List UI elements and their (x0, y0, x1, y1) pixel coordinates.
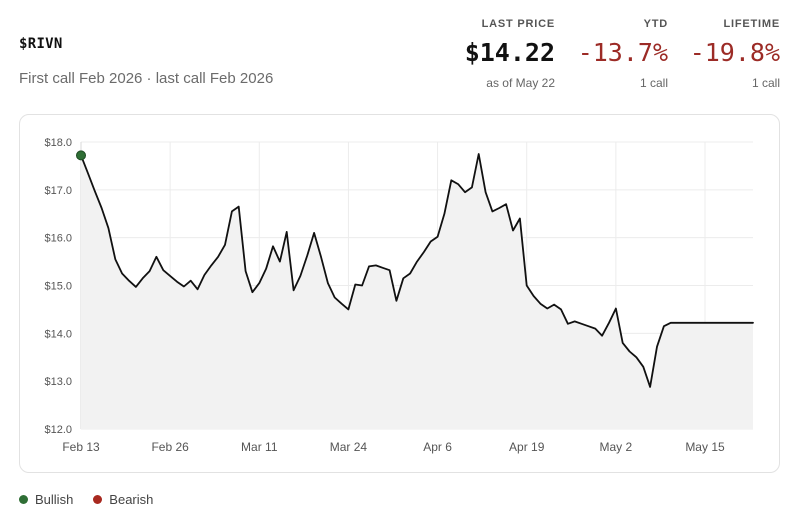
ytd-stat: YTD -13.7% 1 call (568, 18, 668, 90)
last-price-label: LAST PRICE (481, 18, 555, 30)
y-tick-label: $17.0 (44, 185, 72, 197)
price-line (80, 153, 754, 388)
x-tick-label: Feb 13 (62, 440, 100, 454)
ytd-note: 1 call (639, 76, 668, 90)
y-tick-label: $13.0 (44, 376, 72, 388)
legend-item-bullish: Bullish (19, 492, 73, 507)
x-tick-label: Feb 26 (151, 440, 189, 454)
y-tick-label: $14.0 (44, 328, 72, 340)
legend-label-bearish: Bearish (109, 492, 154, 507)
chart-card: $12.0 $13.0 $14.0 $15.0 $16.0 $17.0 $18.0 Feb 1… (19, 114, 780, 473)
call-marker-bullish (76, 150, 86, 161)
y-tick-label: $16.0 (44, 233, 72, 245)
lifetime-note: 1 call (751, 76, 780, 90)
bearish-dot-icon (93, 495, 103, 504)
y-tick-label: $18.0 (44, 137, 72, 149)
x-tick-label: Apr 6 (423, 440, 452, 454)
price-area-fill (81, 154, 753, 429)
last-price-value: $14.22 (464, 38, 555, 67)
ytd-label: YTD (643, 18, 668, 30)
ytd-value: -13.7% (577, 38, 668, 67)
legend-label-bullish: Bullish (35, 492, 74, 507)
x-tick-label: May 2 (600, 440, 633, 454)
lifetime-value: -19.8% (689, 38, 780, 67)
lifetime-stat: LIFETIME -19.8% 1 call (680, 18, 780, 90)
bullish-dot-icon (19, 495, 28, 504)
y-tick-label: $12.0 (44, 424, 72, 436)
x-tick-label: Mar 11 (241, 440, 278, 454)
last-price-note: as of May 22 (486, 76, 555, 90)
lifetime-label: LIFETIME (723, 18, 780, 30)
price-chart: $12.0 $13.0 $14.0 $15.0 $16.0 $17.0 $18.0 Feb 1… (44, 137, 754, 454)
y-tick-label: $15.0 (44, 281, 72, 293)
call-range-subtitle: First call Feb 2026 · last call Feb 2026 (19, 70, 274, 87)
legend-item-bearish: Bearish (93, 492, 153, 507)
ticker-symbol: $RIVN (19, 36, 63, 52)
x-tick-label: Apr 19 (509, 440, 545, 454)
x-tick-label: Mar 24 (330, 440, 368, 454)
chart-legend: Bullish Bearish (19, 492, 173, 507)
x-tick-label: May 15 (685, 440, 725, 454)
last-price-stat: LAST PRICE $14.22 as of May 22 (435, 18, 555, 90)
